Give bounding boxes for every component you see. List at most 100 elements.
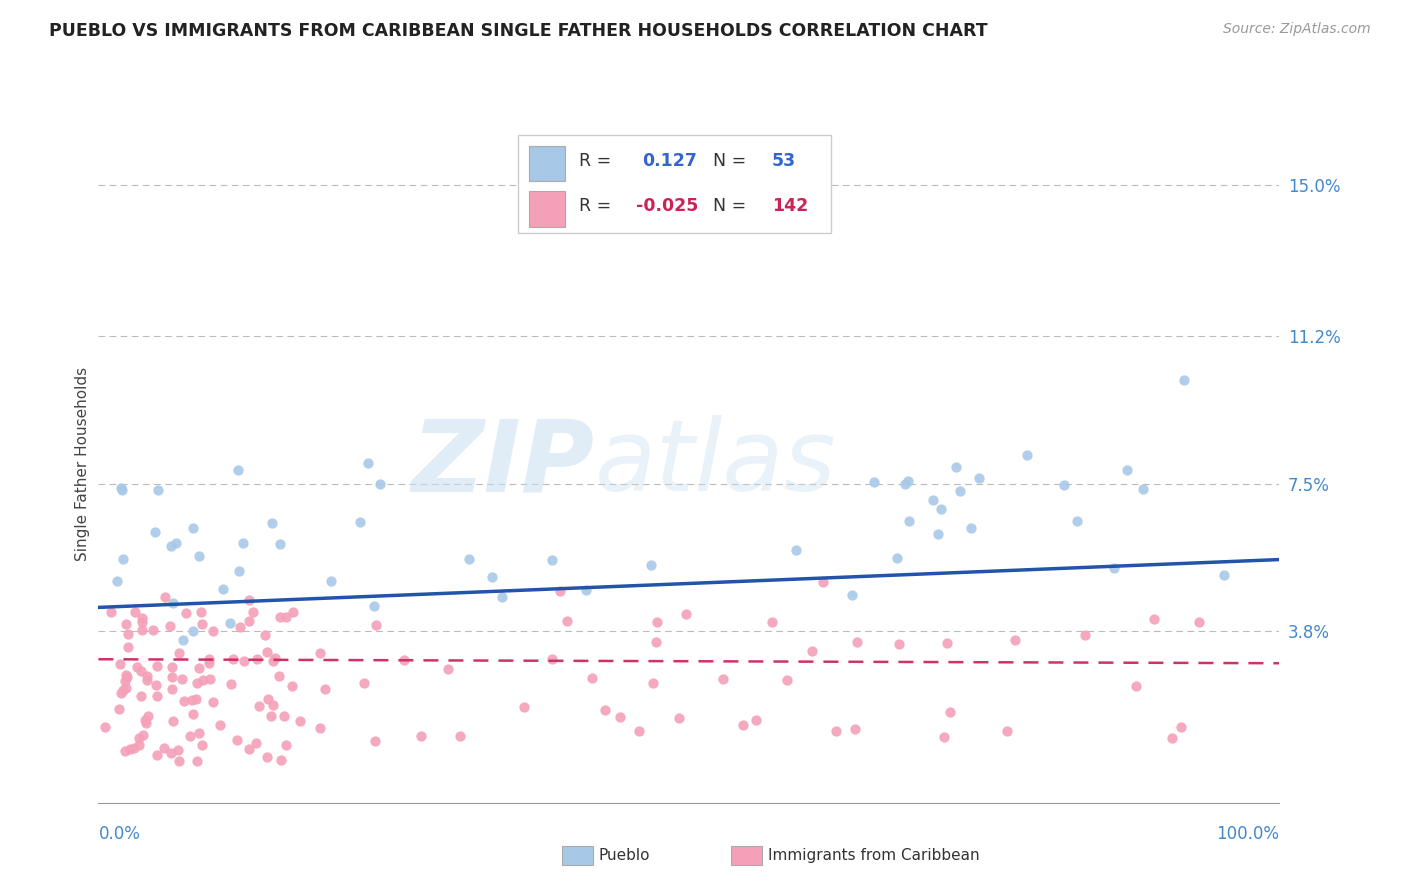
Point xyxy=(449,729,471,743)
Point xyxy=(110,482,132,496)
Point xyxy=(458,552,481,566)
Point xyxy=(844,722,866,736)
Point xyxy=(128,738,150,752)
Point xyxy=(825,723,848,738)
Point xyxy=(190,605,212,619)
Point xyxy=(353,676,375,690)
Point xyxy=(170,672,193,686)
Point xyxy=(247,698,270,713)
Text: Immigrants from Caribbean: Immigrants from Caribbean xyxy=(768,848,980,863)
Point xyxy=(647,615,669,630)
Point xyxy=(111,483,134,497)
Point xyxy=(135,673,157,688)
Text: Source: ZipAtlas.com: Source: ZipAtlas.com xyxy=(1223,22,1371,37)
Point xyxy=(238,742,260,756)
Point xyxy=(581,671,603,685)
Point xyxy=(120,742,142,756)
Point xyxy=(945,460,967,475)
Point xyxy=(437,662,460,676)
Point xyxy=(167,754,190,768)
Point xyxy=(228,565,250,579)
Point xyxy=(357,456,380,470)
Point xyxy=(886,551,908,566)
Point xyxy=(1017,448,1039,462)
Point xyxy=(187,726,209,740)
Text: N =: N = xyxy=(713,197,745,215)
Point xyxy=(641,676,664,690)
Point xyxy=(145,689,167,703)
Point xyxy=(1173,373,1195,387)
Point xyxy=(124,605,146,619)
Point xyxy=(1066,515,1088,529)
Point xyxy=(159,619,181,633)
Point xyxy=(159,746,181,760)
Point xyxy=(744,713,766,727)
Point xyxy=(187,661,209,675)
Point xyxy=(142,624,165,638)
Point xyxy=(167,646,190,660)
Point xyxy=(198,656,221,670)
Point xyxy=(548,584,571,599)
Point xyxy=(863,475,886,489)
Point xyxy=(167,743,190,757)
Point xyxy=(131,611,153,625)
Point xyxy=(93,720,115,734)
Point xyxy=(668,711,690,725)
Point xyxy=(191,617,214,632)
Point xyxy=(138,709,160,723)
Point xyxy=(936,635,959,649)
Point xyxy=(481,570,503,584)
Point xyxy=(134,713,156,727)
Point xyxy=(131,615,153,629)
Point xyxy=(129,665,152,679)
Point xyxy=(491,591,513,605)
Point xyxy=(114,744,136,758)
Point xyxy=(575,583,598,598)
Point xyxy=(145,677,167,691)
Point xyxy=(160,659,183,673)
Point xyxy=(159,539,181,553)
Point xyxy=(188,549,211,563)
Point xyxy=(114,681,136,695)
Point xyxy=(363,599,385,613)
Point xyxy=(801,644,824,658)
Point xyxy=(711,672,734,686)
Text: 0.0%: 0.0% xyxy=(98,825,141,843)
Point xyxy=(245,736,267,750)
Point xyxy=(228,463,250,477)
Y-axis label: Single Father Households: Single Father Households xyxy=(75,367,90,561)
Point xyxy=(143,525,166,540)
Bar xyxy=(530,146,565,181)
Point xyxy=(1188,615,1211,629)
Text: ZIP: ZIP xyxy=(412,416,595,512)
Point xyxy=(1102,561,1125,575)
Point xyxy=(173,693,195,707)
Point xyxy=(221,651,243,665)
Point xyxy=(270,752,292,766)
Point xyxy=(181,521,204,535)
Point xyxy=(114,674,136,689)
Point xyxy=(1125,679,1147,693)
Point xyxy=(541,553,564,567)
Point xyxy=(246,652,269,666)
Point xyxy=(368,477,391,491)
Point xyxy=(290,714,312,729)
Point xyxy=(273,709,295,723)
Point xyxy=(927,527,949,541)
Point xyxy=(260,708,283,723)
Point xyxy=(124,741,146,756)
Point xyxy=(761,615,783,629)
Point xyxy=(115,667,138,681)
Point xyxy=(627,723,650,738)
Point xyxy=(146,747,169,762)
Point xyxy=(841,588,863,602)
Point xyxy=(100,605,122,619)
Point xyxy=(939,705,962,719)
Point xyxy=(211,582,233,596)
Point xyxy=(117,640,139,654)
FancyBboxPatch shape xyxy=(517,135,831,234)
Bar xyxy=(530,191,565,227)
Point xyxy=(226,732,249,747)
Point xyxy=(190,739,212,753)
Point xyxy=(949,483,972,498)
